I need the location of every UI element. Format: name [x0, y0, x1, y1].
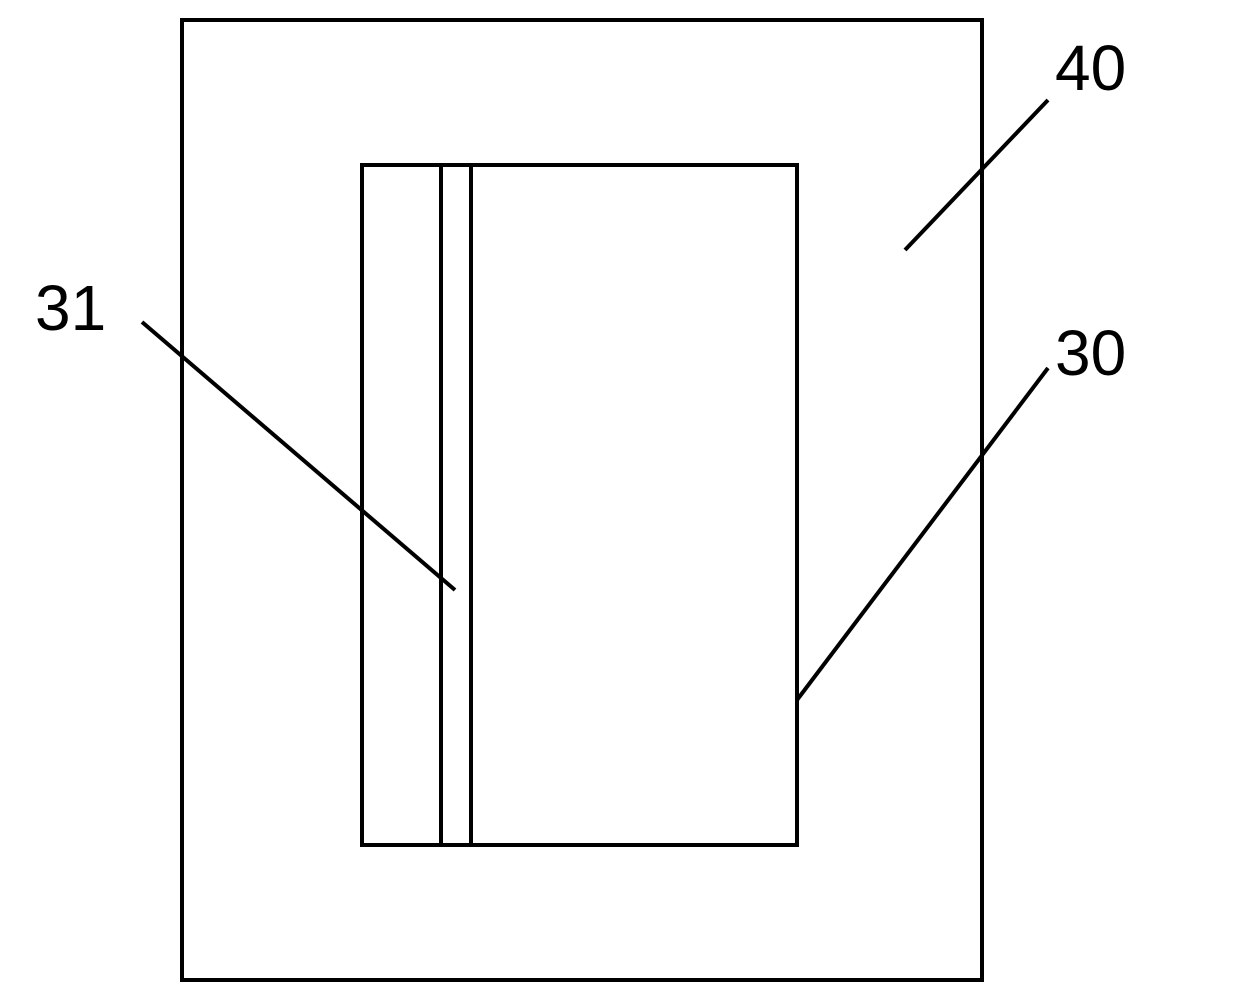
label-40: 40: [1055, 32, 1126, 104]
inner-rectangle: [362, 165, 797, 845]
label-31: 31: [35, 272, 106, 344]
diagram-canvas: 40 31 30: [0, 0, 1240, 998]
leader-line-40: [905, 100, 1048, 250]
leader-line-30: [797, 368, 1048, 700]
label-30: 30: [1055, 317, 1126, 389]
leader-line-31: [142, 322, 455, 590]
